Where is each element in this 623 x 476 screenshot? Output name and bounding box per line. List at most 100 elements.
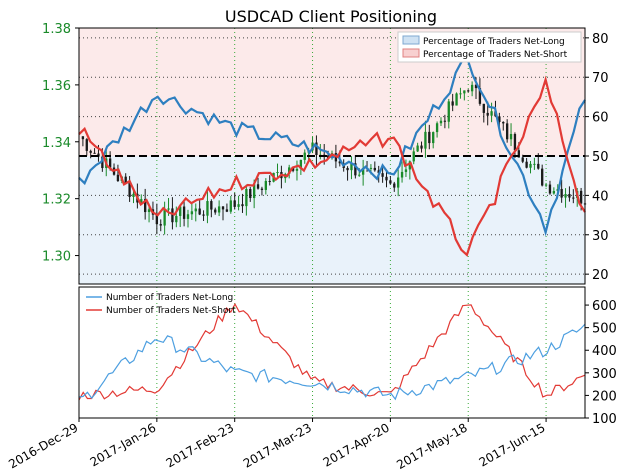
- x-axis-tick-label: 2017-Mar-23: [241, 420, 314, 470]
- right-axis-tick-label: 20: [592, 268, 609, 283]
- candle-body: [470, 84, 474, 92]
- candle-body: [533, 163, 536, 165]
- candle-body: [463, 90, 466, 94]
- candle-body: [369, 167, 373, 169]
- right-axis-tick-label: 60: [592, 111, 609, 126]
- legend-box: [397, 31, 582, 63]
- bottom-axis-tick-label: 100: [592, 412, 617, 427]
- candle-body: [256, 184, 260, 189]
- candle-body: [210, 201, 213, 210]
- candle-body: [214, 209, 217, 213]
- candle-body: [397, 177, 400, 188]
- candle-body: [241, 204, 244, 207]
- candle-body: [393, 183, 396, 188]
- candle-body: [521, 157, 524, 162]
- x-axis-tick-label: 2017-Feb-23: [164, 420, 237, 470]
- right-axis-tick-label: 30: [592, 229, 609, 244]
- candle-body: [513, 134, 517, 151]
- bottom-panel-frame: [78, 286, 586, 419]
- candle-body: [182, 206, 186, 219]
- bottom-axis-tick-label: 500: [592, 322, 617, 337]
- candle-body: [229, 200, 232, 212]
- right-axis-tick-label: 80: [592, 32, 609, 47]
- left-axis-tick-label: 1.36: [42, 79, 71, 94]
- candle-body: [303, 152, 306, 160]
- candle-body: [194, 208, 197, 212]
- candle-body: [358, 174, 361, 176]
- candle-body: [326, 155, 330, 159]
- candle-body: [93, 152, 96, 154]
- pct-net-long-series: [78, 55, 586, 237]
- candle-body: [85, 139, 88, 151]
- candle-body: [572, 197, 575, 199]
- x-axis-tick-label: 2017-May-18: [394, 420, 469, 472]
- candle-body: [424, 131, 427, 149]
- candle-body: [459, 93, 462, 95]
- candle-body: [124, 176, 127, 183]
- candle-body: [171, 208, 174, 223]
- candle-body: [198, 208, 201, 215]
- x-axis-tick-label: 2017-Jun-15: [477, 420, 548, 469]
- legend-swatch-long: [402, 35, 420, 45]
- candle-body: [537, 163, 540, 169]
- top-legend: Percentage of Traders Net-Long Percentage…: [397, 31, 582, 63]
- candle-body: [225, 209, 229, 212]
- candle-body: [517, 150, 520, 158]
- legend-swatch-short: [402, 48, 420, 58]
- candle-body: [564, 194, 567, 198]
- candle-body: [529, 163, 532, 168]
- right-axis-tick-label: 50: [592, 150, 609, 165]
- candle-body: [291, 167, 295, 171]
- candle-body: [338, 161, 341, 164]
- candle-body: [190, 211, 194, 215]
- candle-body: [474, 84, 478, 89]
- candle-body: [175, 215, 178, 223]
- candle-body: [132, 193, 135, 197]
- candle-body: [486, 112, 489, 116]
- candle-body: [179, 206, 182, 216]
- candle-body: [116, 174, 120, 182]
- net-short-count-series: [78, 302, 586, 401]
- legend-label-long: Percentage of Traders Net-Long: [423, 37, 565, 47]
- candle-body: [412, 151, 415, 162]
- right-axis-tick-label: 40: [592, 189, 609, 204]
- candle-body: [455, 93, 458, 106]
- candle-body: [482, 103, 485, 113]
- candle-body: [509, 134, 513, 140]
- bottom-legend: Number of Traders Net-Long Number of Trad…: [86, 293, 236, 316]
- legend-label-net-long: Number of Traders Net-Long: [106, 293, 233, 303]
- candle-body: [490, 111, 493, 116]
- candle-body: [502, 121, 505, 124]
- date-axis: 2016-Dec-29 2017-Jan-26 2017-Feb-23 2017-Ma…: [6, 418, 548, 472]
- candle-body: [498, 116, 501, 122]
- net-long-band: [79, 156, 585, 284]
- candle-body: [428, 131, 431, 144]
- candle-body: [108, 158, 112, 168]
- candle-body: [299, 159, 303, 169]
- candle-body: [249, 188, 252, 199]
- candle-body: [560, 188, 563, 198]
- candle-body: [447, 101, 450, 122]
- candle-body: [128, 182, 131, 197]
- candle-body: [435, 123, 439, 133]
- candle-body: [350, 163, 353, 171]
- candle-body: [432, 132, 435, 144]
- left-axis-tick-label: 1.30: [42, 250, 71, 265]
- candle-body: [552, 191, 556, 194]
- candle-body: [361, 167, 365, 175]
- candle-body: [167, 208, 170, 210]
- left-axis-tick-label: 1.38: [42, 22, 71, 37]
- candle-body: [264, 180, 267, 190]
- candle-body: [377, 170, 380, 174]
- candle-body: [381, 173, 384, 177]
- candle-body: [541, 168, 544, 186]
- candle-body: [416, 145, 419, 152]
- candle-body: [288, 167, 291, 174]
- candle-body: [505, 123, 509, 140]
- candle-body: [206, 201, 209, 216]
- candle-body: [548, 184, 552, 194]
- candle-body: [467, 90, 470, 92]
- candle-body: [147, 209, 151, 213]
- chart-title: USDCAD Client Positioning: [225, 7, 437, 26]
